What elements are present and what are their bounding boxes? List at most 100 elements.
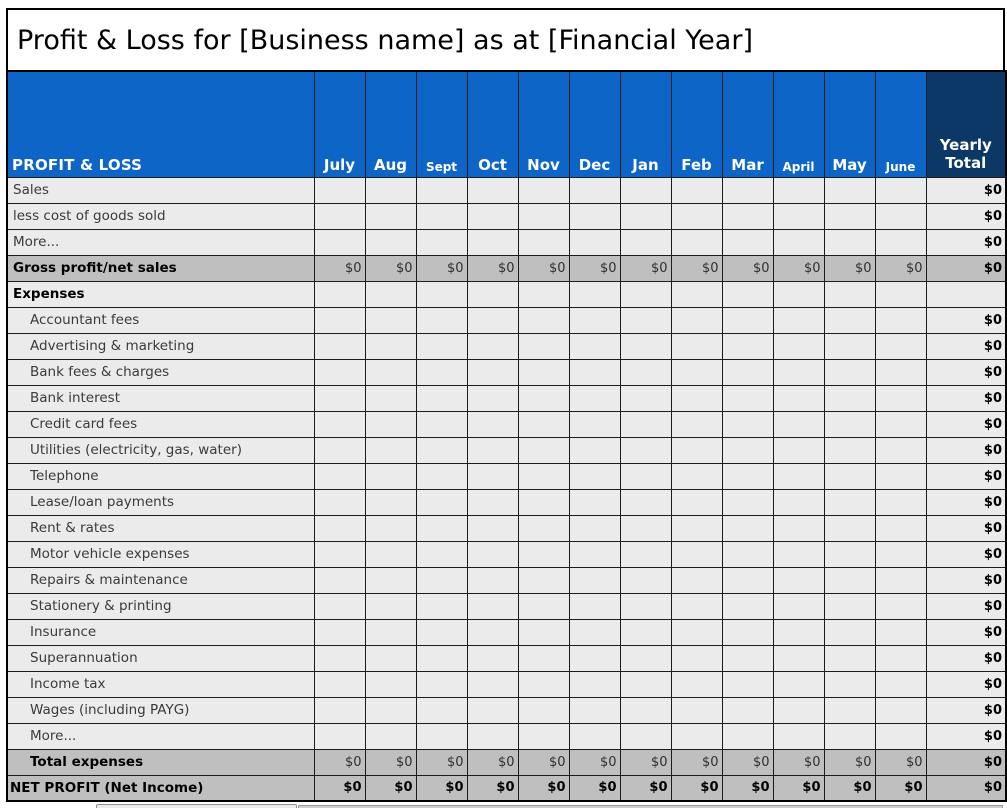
cell-utilities-electricity-gas-water-feb[interactable] <box>670 436 723 464</box>
cell-accountant-fees-feb[interactable] <box>670 306 723 334</box>
cell-utilities-electricity-gas-water-nov[interactable] <box>517 436 570 464</box>
cell-net-profit-net-income-feb[interactable]: $0 <box>670 774 723 802</box>
cell-insurance-aug[interactable] <box>364 618 417 646</box>
cell-lease-loan-payments-aug[interactable] <box>364 488 417 516</box>
cell-less-cost-of-goods-sold-sept[interactable] <box>415 202 468 230</box>
cell-gross-profit-net-sales-nov[interactable]: $0 <box>517 254 570 282</box>
cell-stationery-printing-sept[interactable] <box>415 592 468 620</box>
cell-telephone-june[interactable] <box>874 462 927 490</box>
cell-insurance-yearly-total[interactable]: $0 <box>925 618 1007 646</box>
cell-stationery-printing-yearly-total[interactable]: $0 <box>925 592 1007 620</box>
cell-bank-fees-charges-yearly-total[interactable]: $0 <box>925 358 1007 386</box>
cell-income-tax-aug[interactable] <box>364 670 417 698</box>
row-label-cell[interactable]: Accountant fees <box>6 306 315 334</box>
cell-superannuation-june[interactable] <box>874 644 927 672</box>
cell-advertising-marketing-dec[interactable] <box>568 332 621 360</box>
row-label-cell[interactable]: More... <box>6 722 315 750</box>
cell-lease-loan-payments-nov[interactable] <box>517 488 570 516</box>
header-profit-and-loss[interactable]: PROFIT & LOSS <box>6 70 315 178</box>
cell-insurance-april[interactable] <box>772 618 825 646</box>
cell-gross-profit-net-sales-aug[interactable]: $0 <box>364 254 417 282</box>
cell-less-cost-of-goods-sold-yearly-total[interactable]: $0 <box>925 202 1007 230</box>
cell-more-july[interactable] <box>313 228 366 256</box>
cell-wages-including-payg-may[interactable] <box>823 696 876 724</box>
cell-income-tax-dec[interactable] <box>568 670 621 698</box>
cell-credit-card-fees-dec[interactable] <box>568 410 621 438</box>
cell-less-cost-of-goods-sold-mar[interactable] <box>721 202 774 230</box>
cell-bank-fees-charges-mar[interactable] <box>721 358 774 386</box>
cell-lease-loan-payments-sept[interactable] <box>415 488 468 516</box>
yearly-total-header[interactable]: Yearly Total <box>925 70 1007 178</box>
cell-less-cost-of-goods-sold-june[interactable] <box>874 202 927 230</box>
cell-gross-profit-net-sales-dec[interactable]: $0 <box>568 254 621 282</box>
cell-wages-including-payg-dec[interactable] <box>568 696 621 724</box>
cell-advertising-marketing-sept[interactable] <box>415 332 468 360</box>
cell-sales-may[interactable] <box>823 176 876 204</box>
month-header-may[interactable]: May <box>823 70 876 178</box>
row-label-cell[interactable]: Telephone <box>6 462 315 490</box>
cell-superannuation-yearly-total[interactable]: $0 <box>925 644 1007 672</box>
cell-more-dec[interactable] <box>568 722 621 750</box>
cell-bank-interest-jan[interactable] <box>619 384 672 412</box>
cell-rent-rates-jan[interactable] <box>619 514 672 542</box>
cell-less-cost-of-goods-sold-nov[interactable] <box>517 202 570 230</box>
cell-income-tax-sept[interactable] <box>415 670 468 698</box>
cell-bank-fees-charges-june[interactable] <box>874 358 927 386</box>
cell-lease-loan-payments-feb[interactable] <box>670 488 723 516</box>
cell-expenses-yearly-total[interactable] <box>925 280 1007 308</box>
cell-wages-including-payg-oct[interactable] <box>466 696 519 724</box>
cell-less-cost-of-goods-sold-july[interactable] <box>313 202 366 230</box>
cell-gross-profit-net-sales-june[interactable]: $0 <box>874 254 927 282</box>
cell-utilities-electricity-gas-water-mar[interactable] <box>721 436 774 464</box>
cell-gross-profit-net-sales-april[interactable]: $0 <box>772 254 825 282</box>
row-label-cell[interactable]: More... <box>6 228 315 256</box>
cell-bank-interest-june[interactable] <box>874 384 927 412</box>
cell-insurance-mar[interactable] <box>721 618 774 646</box>
cell-rent-rates-sept[interactable] <box>415 514 468 542</box>
cell-motor-vehicle-expenses-oct[interactable] <box>466 540 519 568</box>
cell-stationery-printing-dec[interactable] <box>568 592 621 620</box>
cell-stationery-printing-aug[interactable] <box>364 592 417 620</box>
cell-bank-fees-charges-may[interactable] <box>823 358 876 386</box>
cell-motor-vehicle-expenses-may[interactable] <box>823 540 876 568</box>
cell-advertising-marketing-june[interactable] <box>874 332 927 360</box>
cell-more-sept[interactable] <box>415 228 468 256</box>
row-label-cell[interactable]: Advertising & marketing <box>6 332 315 360</box>
cell-income-tax-may[interactable] <box>823 670 876 698</box>
cell-credit-card-fees-may[interactable] <box>823 410 876 438</box>
cell-telephone-jan[interactable] <box>619 462 672 490</box>
cell-more-july[interactable] <box>313 722 366 750</box>
cell-net-profit-net-income-june[interactable]: $0 <box>874 774 927 802</box>
cell-income-tax-june[interactable] <box>874 670 927 698</box>
cell-gross-profit-net-sales-may[interactable]: $0 <box>823 254 876 282</box>
cell-sales-nov[interactable] <box>517 176 570 204</box>
cell-more-nov[interactable] <box>517 228 570 256</box>
cell-utilities-electricity-gas-water-dec[interactable] <box>568 436 621 464</box>
cell-more-sept[interactable] <box>415 722 468 750</box>
cell-less-cost-of-goods-sold-aug[interactable] <box>364 202 417 230</box>
cell-stationery-printing-may[interactable] <box>823 592 876 620</box>
cell-net-profit-net-income-sept[interactable]: $0 <box>415 774 468 802</box>
cell-motor-vehicle-expenses-april[interactable] <box>772 540 825 568</box>
cell-advertising-marketing-oct[interactable] <box>466 332 519 360</box>
cell-utilities-electricity-gas-water-oct[interactable] <box>466 436 519 464</box>
cell-more-jan[interactable] <box>619 228 672 256</box>
cell-repairs-maintenance-july[interactable] <box>313 566 366 594</box>
cell-more-aug[interactable] <box>364 722 417 750</box>
cell-bank-interest-sept[interactable] <box>415 384 468 412</box>
cell-bank-fees-charges-nov[interactable] <box>517 358 570 386</box>
cell-total-expenses-aug[interactable]: $0 <box>364 748 417 776</box>
cell-total-expenses-yearly-total[interactable]: $0 <box>925 748 1007 776</box>
cell-accountant-fees-oct[interactable] <box>466 306 519 334</box>
cell-telephone-aug[interactable] <box>364 462 417 490</box>
cell-gross-profit-net-sales-oct[interactable]: $0 <box>466 254 519 282</box>
cell-expenses-nov[interactable] <box>517 280 570 308</box>
cell-lease-loan-payments-jan[interactable] <box>619 488 672 516</box>
cell-income-tax-mar[interactable] <box>721 670 774 698</box>
cell-rent-rates-nov[interactable] <box>517 514 570 542</box>
cell-bank-interest-oct[interactable] <box>466 384 519 412</box>
cell-utilities-electricity-gas-water-april[interactable] <box>772 436 825 464</box>
cell-bank-fees-charges-april[interactable] <box>772 358 825 386</box>
cell-motor-vehicle-expenses-nov[interactable] <box>517 540 570 568</box>
cell-telephone-yearly-total[interactable]: $0 <box>925 462 1007 490</box>
